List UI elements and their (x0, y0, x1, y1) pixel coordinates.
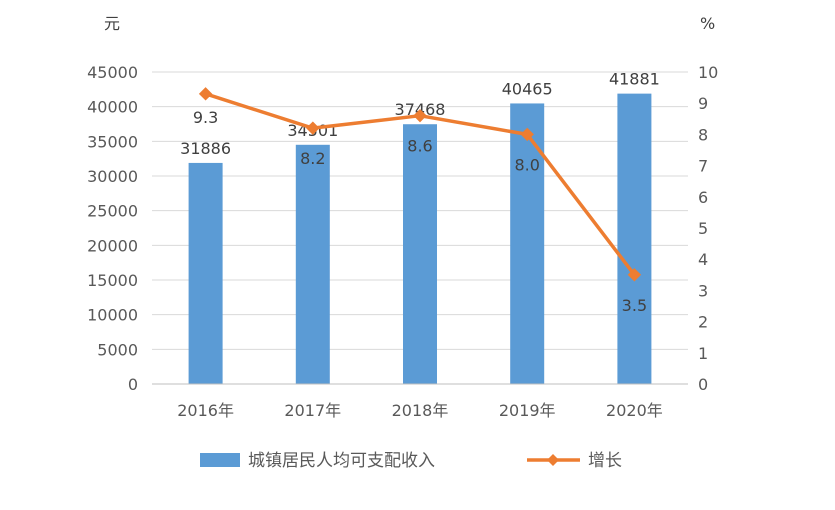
left-tick-label: 0 (128, 375, 138, 394)
right-tick-label: 1 (698, 344, 708, 363)
right-tick-label: 6 (698, 188, 708, 207)
legend-line-marker (547, 454, 559, 466)
growth-value-label: 8.0 (514, 155, 539, 174)
left-tick-label: 10000 (87, 306, 138, 325)
right-tick-label: 5 (698, 219, 708, 238)
left-tick-label: 25000 (87, 202, 138, 221)
x-tick-label: 2018年 (392, 401, 449, 420)
growth-value-label: 8.2 (300, 149, 325, 168)
right-tick-label: 2 (698, 313, 708, 332)
bar-2020年 (617, 93, 652, 385)
left-tick-label: 45000 (87, 63, 138, 82)
line-series: 9.3 8.2 8.6 8.0 3.5 (193, 87, 647, 315)
x-tick-label: 2019年 (499, 401, 556, 420)
right-tick-label: 10 (698, 63, 718, 82)
bar-2017年 (295, 144, 330, 384)
left-tick-label: 20000 (87, 236, 138, 255)
left-tick-label: 30000 (87, 167, 138, 186)
left-tick-label: 35000 (87, 132, 138, 151)
right-tick-label: 8 (698, 125, 708, 144)
line-marker-2016年 (198, 87, 213, 101)
bar-2018年 (403, 124, 437, 384)
line-marker-2018年 (413, 108, 427, 123)
bar-value-label: 31886 (180, 139, 231, 158)
growth-value-label: 8.6 (407, 137, 432, 156)
bar-2016年 (188, 162, 223, 384)
legend-line-label: 增长 (588, 451, 622, 471)
right-tick-label: 9 (698, 94, 708, 113)
left-axis-ticks: 0 5000 10000 15000 20000 25000 30000 35000 40000… (87, 63, 138, 394)
x-tick-label: 2016年 (177, 401, 234, 420)
line-marker-2020年 (627, 268, 642, 282)
legend-bar-label: 城镇居民人均可支配收入 (248, 451, 435, 471)
bar-value-label: 40465 (502, 79, 553, 98)
legend: 城镇居民人均可支配收入 增长 (200, 451, 622, 471)
line-marker-2019年 (520, 127, 534, 142)
left-axis-unit: 元 (104, 14, 120, 33)
line-marker-2017年 (306, 121, 320, 135)
right-tick-label: 7 (698, 157, 708, 176)
right-tick-label: 0 (698, 375, 708, 394)
right-tick-label: 3 (698, 281, 708, 300)
growth-value-label: 9.3 (193, 108, 218, 127)
x-tick-label: 2020年 (606, 401, 663, 420)
left-tick-label: 5000 (97, 340, 138, 359)
x-tick-label: 2017年 (284, 401, 341, 420)
bar-value-label: 41881 (609, 70, 660, 89)
x-axis-ticks: 2016年 2017年 2018年 2019年 2020年 (177, 401, 663, 420)
left-tick-label: 40000 (87, 98, 138, 117)
right-axis-unit: % (700, 14, 715, 33)
right-tick-label: 4 (698, 250, 708, 269)
right-axis-ticks: 0 1 2 3 4 5 6 7 8 9 10 (698, 63, 718, 394)
growth-value-label: 3.5 (622, 296, 647, 315)
legend-bar-swatch (200, 453, 240, 467)
bar-series: 3188634501374684046541881 (180, 70, 660, 385)
left-tick-label: 15000 (87, 271, 138, 290)
bar-2019年 (510, 103, 545, 385)
